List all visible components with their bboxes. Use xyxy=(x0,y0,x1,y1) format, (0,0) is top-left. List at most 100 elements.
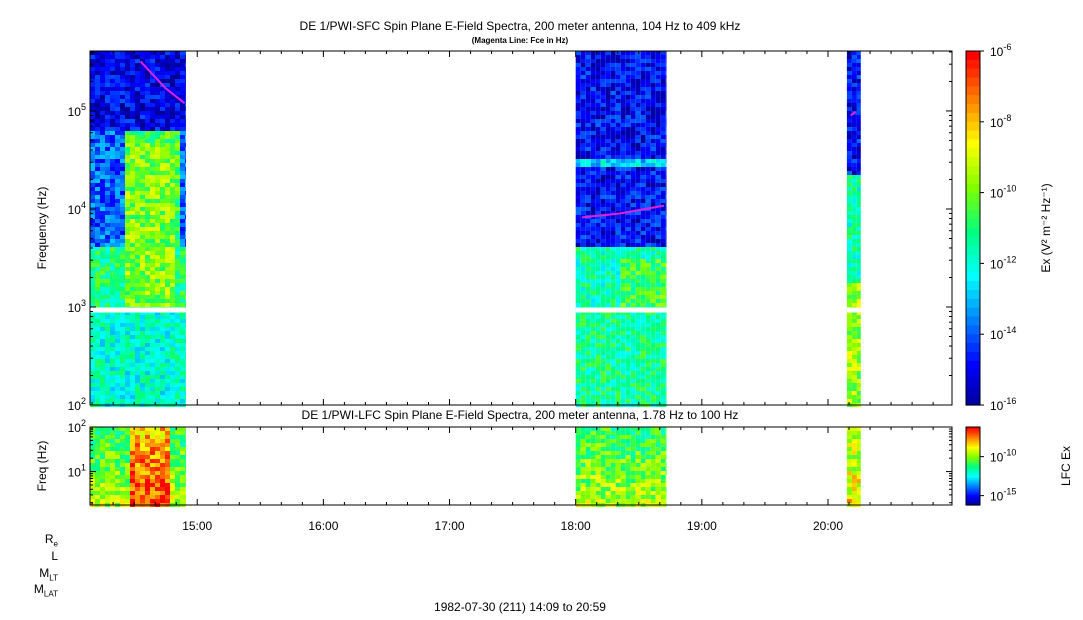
lf-colorbar-step xyxy=(966,466,980,469)
lf-colorbar-step xyxy=(966,499,980,502)
hf-colorbar-tick-label: 10-12 xyxy=(990,254,1016,271)
lf-colorbar-step xyxy=(966,440,980,444)
lf-colorbar-frame xyxy=(965,426,981,506)
lf-colorbar-tick-label: 10-10 xyxy=(990,448,1016,465)
lf-colorbar-step xyxy=(966,462,980,465)
lf-colorbar-step xyxy=(966,432,980,436)
hf-colorbar-step xyxy=(966,148,980,158)
hf-colorbar-step xyxy=(966,201,980,211)
ephemeris-label-re: Re xyxy=(44,532,58,549)
hf-colorbar: 10-6 10-8 10-10 10-12 10-14 10-16 xyxy=(965,42,1016,413)
hf-colorbar-step xyxy=(966,387,980,397)
hf-ytick-label: 102 xyxy=(68,396,86,413)
lf-colorbar-step xyxy=(966,503,980,506)
lf-ytick-label: 102 xyxy=(68,418,86,435)
hf-colorbar-step xyxy=(966,112,980,123)
lf-colorbar-step xyxy=(966,487,980,490)
hf-colorbar-step xyxy=(966,369,980,380)
lf-colorbar-step xyxy=(966,481,980,485)
lf-colorbar-step xyxy=(966,428,980,432)
lf-colorbar-step xyxy=(966,469,980,473)
lf-colorbar-tick-label: 10-15 xyxy=(990,487,1016,504)
hf-colorbar-step xyxy=(966,307,980,318)
lfc-chart-title: DE 1/PWI-LFC Spin Plane E-Field Spectra,… xyxy=(301,408,739,422)
hf-colorbar-step xyxy=(966,360,980,371)
hf-colorbar-tick-label: 10-8 xyxy=(990,113,1011,130)
xtick-label: 16:00 xyxy=(308,519,338,533)
xtick-label: 15:00 xyxy=(182,519,212,533)
hf-colorbar-step xyxy=(966,68,980,79)
lf-colorbar-step xyxy=(966,442,980,446)
lf-colorbar-step xyxy=(966,434,980,438)
hf-colorbar-step xyxy=(966,325,980,335)
hf-colorbar-step xyxy=(966,228,980,238)
hf-colorbar-step xyxy=(966,281,980,291)
lf-spectrogram xyxy=(90,427,861,507)
time-range-footer: 1982-07-30 (211) 14:09 to 20:59 xyxy=(434,600,606,614)
lf-plot-frame xyxy=(89,426,953,506)
hf-ytick-label: 105 xyxy=(68,102,86,119)
hf-colorbar-step xyxy=(966,236,980,247)
lf-colorbar-step xyxy=(966,450,980,453)
lf-colorbar-step xyxy=(966,448,980,451)
lf-colorbar-step xyxy=(966,475,980,479)
hf-colorbar-step xyxy=(966,104,980,114)
lf-colorbar-step xyxy=(966,471,980,475)
hf-colorbar-step xyxy=(966,192,980,203)
lf-colorbar-step xyxy=(966,479,980,483)
hf-colorbar-step xyxy=(966,245,980,256)
xtick-label: 20:00 xyxy=(813,519,843,533)
hf-colorbar-step xyxy=(966,77,980,87)
xtick-label: 19:00 xyxy=(687,519,717,533)
lf-colorbar-step xyxy=(966,438,980,442)
hf-colorbar-step xyxy=(966,272,980,282)
lf-colorbar-step xyxy=(966,446,980,450)
lf-colorbar-step xyxy=(966,477,980,481)
hf-colorbar-step xyxy=(966,130,980,141)
hf-colorbar-step xyxy=(966,351,980,362)
hf-colorbar-step xyxy=(966,263,980,273)
lf-colorbar-step xyxy=(966,491,980,494)
lf-colorbar-step xyxy=(966,454,980,457)
lf-colorbar-step xyxy=(966,444,980,448)
xtick-label: 18:00 xyxy=(561,519,591,533)
hf-colorbar-step xyxy=(966,254,980,264)
lf-colorbar-step xyxy=(966,501,980,504)
lf-colorbar: 10-10 10-15 xyxy=(965,426,1016,506)
lf-colorbar-step xyxy=(966,452,980,455)
hf-colorbar-step xyxy=(966,289,980,300)
chart-subtitle: (Magenta Line: Fce in Hz) xyxy=(471,36,569,45)
fce-line-segment-2 xyxy=(581,204,665,219)
hf-colorbar-step xyxy=(966,378,980,388)
hf-colorbar-step xyxy=(966,396,980,406)
hf-colorbar-step xyxy=(966,86,980,96)
hf-colorbar-tick-label: 10-6 xyxy=(990,42,1011,59)
fce-line-segment-1 xyxy=(139,60,186,104)
ephemeris-label-mlt: MLT xyxy=(39,566,58,583)
hf-colorbar-tick-label: 10-10 xyxy=(990,184,1016,201)
lf-colorbar-step xyxy=(966,427,980,430)
xtick-label: 17:00 xyxy=(435,519,465,533)
hf-colorbar-step xyxy=(966,343,980,353)
lf-ytick-label: 101 xyxy=(68,463,86,480)
lf-colorbar-step xyxy=(966,493,980,496)
fce-line-segment-3 xyxy=(850,110,857,117)
hf-colorbar-step xyxy=(966,157,980,167)
hf-colorbar-step xyxy=(966,166,980,176)
lf-colorbar-step xyxy=(966,495,980,498)
lf-colorbar-step xyxy=(966,473,980,477)
lf-colorbar-step xyxy=(966,436,980,440)
ephemeris-label-mlat: MLAT xyxy=(33,582,58,599)
lf-colorbar-step xyxy=(966,483,980,487)
hf-colorbar-tick-label: 10-16 xyxy=(990,396,1016,413)
lf-colorbar-step xyxy=(966,460,980,463)
hf-colorbar-step xyxy=(966,51,980,61)
lf-colorbar-step xyxy=(966,458,980,461)
hf-colorbar-step xyxy=(966,183,980,194)
hf-colorbar-step xyxy=(966,121,980,132)
lf-colorbar-step xyxy=(966,489,980,492)
lf-colorbar-step xyxy=(966,497,980,500)
hf-colorbar-step xyxy=(966,95,980,105)
hf-spectrogram xyxy=(90,51,861,407)
hf-colorbar-step xyxy=(966,334,980,344)
